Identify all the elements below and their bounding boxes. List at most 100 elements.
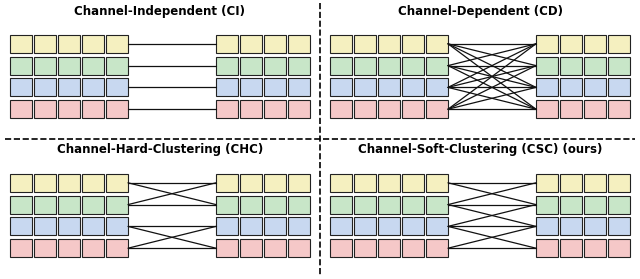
Bar <box>354 35 376 53</box>
Bar <box>426 196 448 214</box>
Bar <box>82 239 104 257</box>
Bar <box>560 239 582 257</box>
Bar <box>536 196 558 214</box>
Text: Channel-Dependent (CD): Channel-Dependent (CD) <box>397 4 563 18</box>
Bar <box>378 174 400 192</box>
Bar <box>330 174 352 192</box>
Bar <box>378 100 400 118</box>
Bar <box>608 196 630 214</box>
Bar <box>106 239 128 257</box>
Bar <box>34 196 56 214</box>
Text: Channel-Independent (CI): Channel-Independent (CI) <box>74 4 246 18</box>
Bar <box>82 217 104 235</box>
Bar <box>288 100 310 118</box>
Bar <box>402 217 424 235</box>
Bar <box>34 174 56 192</box>
Bar <box>560 174 582 192</box>
Bar <box>354 100 376 118</box>
Bar <box>584 57 606 74</box>
Bar <box>264 239 286 257</box>
Bar <box>240 174 262 192</box>
Bar <box>378 57 400 74</box>
Bar <box>378 217 400 235</box>
Bar <box>608 217 630 235</box>
Bar <box>354 57 376 74</box>
Bar <box>10 239 32 257</box>
Bar <box>402 78 424 97</box>
Bar <box>240 196 262 214</box>
Bar <box>264 100 286 118</box>
Bar <box>10 35 32 53</box>
Bar <box>58 78 80 97</box>
Bar <box>330 35 352 53</box>
Bar <box>584 174 606 192</box>
Bar <box>560 196 582 214</box>
Bar <box>58 217 80 235</box>
Bar <box>216 100 238 118</box>
Bar <box>288 57 310 74</box>
Bar <box>560 100 582 118</box>
Bar <box>58 196 80 214</box>
Bar <box>608 100 630 118</box>
Bar <box>216 78 238 97</box>
Bar <box>354 239 376 257</box>
Bar <box>82 57 104 74</box>
Bar <box>426 100 448 118</box>
Bar <box>330 239 352 257</box>
Bar <box>330 78 352 97</box>
Bar <box>354 78 376 97</box>
Bar <box>82 174 104 192</box>
Bar <box>584 78 606 97</box>
Bar <box>402 174 424 192</box>
Bar <box>240 35 262 53</box>
Bar <box>106 35 128 53</box>
Bar <box>216 196 238 214</box>
Bar <box>402 196 424 214</box>
Bar <box>106 196 128 214</box>
Bar <box>82 196 104 214</box>
Bar <box>58 35 80 53</box>
Bar <box>240 78 262 97</box>
Bar <box>288 239 310 257</box>
Bar <box>560 35 582 53</box>
Bar <box>378 239 400 257</box>
Text: Channel-Hard-Clustering (CHC): Channel-Hard-Clustering (CHC) <box>57 143 263 157</box>
Bar <box>10 100 32 118</box>
Bar <box>106 217 128 235</box>
Bar <box>330 217 352 235</box>
Bar <box>426 35 448 53</box>
Bar <box>10 196 32 214</box>
Bar <box>288 35 310 53</box>
Text: Channel-Soft-Clustering (CSC) (ours): Channel-Soft-Clustering (CSC) (ours) <box>358 143 602 157</box>
Bar <box>354 217 376 235</box>
Bar <box>608 78 630 97</box>
Bar <box>264 217 286 235</box>
Bar <box>330 196 352 214</box>
Bar <box>378 35 400 53</box>
Bar <box>608 57 630 74</box>
Bar <box>82 100 104 118</box>
Bar <box>240 57 262 74</box>
Bar <box>426 239 448 257</box>
Bar <box>378 196 400 214</box>
Bar <box>264 57 286 74</box>
Bar <box>34 239 56 257</box>
Bar <box>354 196 376 214</box>
Bar <box>560 57 582 74</box>
Bar <box>536 217 558 235</box>
Bar <box>378 78 400 97</box>
Bar <box>536 100 558 118</box>
Bar <box>536 57 558 74</box>
Bar <box>426 217 448 235</box>
Bar <box>216 35 238 53</box>
Bar <box>216 57 238 74</box>
Bar <box>216 174 238 192</box>
Bar <box>34 57 56 74</box>
Bar <box>584 196 606 214</box>
Bar <box>426 174 448 192</box>
Bar <box>354 174 376 192</box>
Bar <box>264 196 286 214</box>
Bar <box>536 35 558 53</box>
Bar <box>584 100 606 118</box>
Bar <box>584 35 606 53</box>
